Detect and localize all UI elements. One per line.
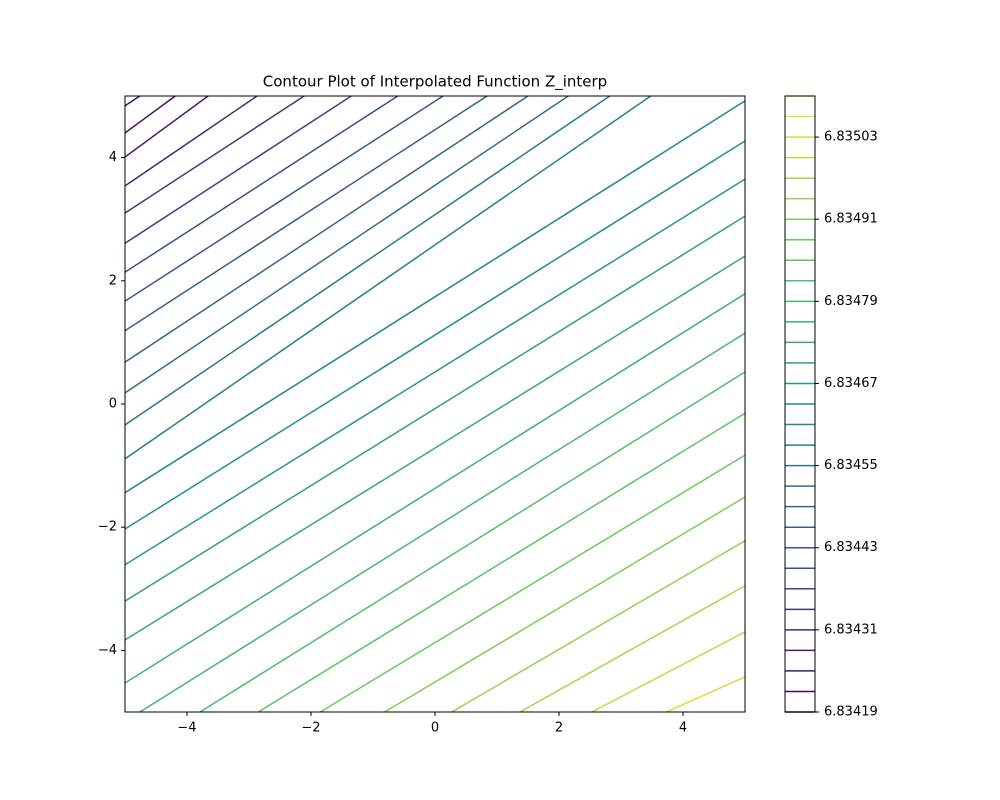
contour-line [139, 332, 746, 713]
contour-line [124, 95, 176, 134]
contour-line [124, 255, 746, 641]
colorbar-tick-label: 6.83479 [824, 294, 878, 309]
y-tick-label: 0 [109, 397, 117, 412]
chart-title: Contour Plot of Interpolated Function Z_… [263, 73, 607, 92]
contour-line [384, 496, 746, 713]
colorbar-tick-label: 6.83419 [824, 705, 878, 720]
contour-line [124, 95, 305, 214]
contour-line [124, 215, 746, 602]
contour-line [451, 540, 746, 713]
contour-line [519, 585, 746, 713]
y-tick-label: 2 [109, 273, 117, 288]
x-tick-label: −2 [301, 721, 320, 736]
colorbar-tick-label: 6.83455 [824, 458, 878, 473]
contour-line [124, 95, 444, 302]
contour-line [124, 95, 258, 187]
contour-line [257, 412, 746, 713]
y-tick-label: −2 [98, 520, 117, 535]
contour-line [124, 95, 488, 332]
y-tick-label: −4 [98, 643, 117, 658]
contour-line [124, 95, 399, 273]
colorbar-frame [784, 95, 816, 713]
colorbar-tick-label: 6.83503 [824, 130, 878, 145]
x-tick-label: 2 [555, 721, 563, 736]
contour-line [124, 95, 352, 244]
colorbar-tick-label: 6.83467 [824, 376, 878, 391]
contour-line [124, 293, 746, 684]
contour-line [591, 631, 746, 713]
contour-line [665, 676, 746, 713]
x-tick-label: 4 [679, 721, 687, 736]
colorbar-tick-label: 6.83491 [824, 212, 878, 227]
contour-line [124, 95, 569, 394]
x-tick-label: −4 [177, 721, 196, 736]
x-tick-label: 0 [431, 721, 439, 736]
y-tick-label: 4 [109, 150, 117, 165]
contour-line [124, 95, 529, 363]
contour-line [124, 95, 611, 426]
contour-line [124, 100, 746, 494]
contour-line [124, 95, 209, 158]
contour-line [124, 140, 746, 530]
contour-line [319, 454, 746, 713]
contour-line [124, 95, 141, 107]
colorbar-tick-label: 6.83431 [824, 622, 878, 637]
contour-line [124, 178, 746, 566]
contour-line [199, 371, 746, 713]
colorbar-tick-label: 6.83443 [824, 540, 878, 555]
contour-line [124, 95, 652, 460]
